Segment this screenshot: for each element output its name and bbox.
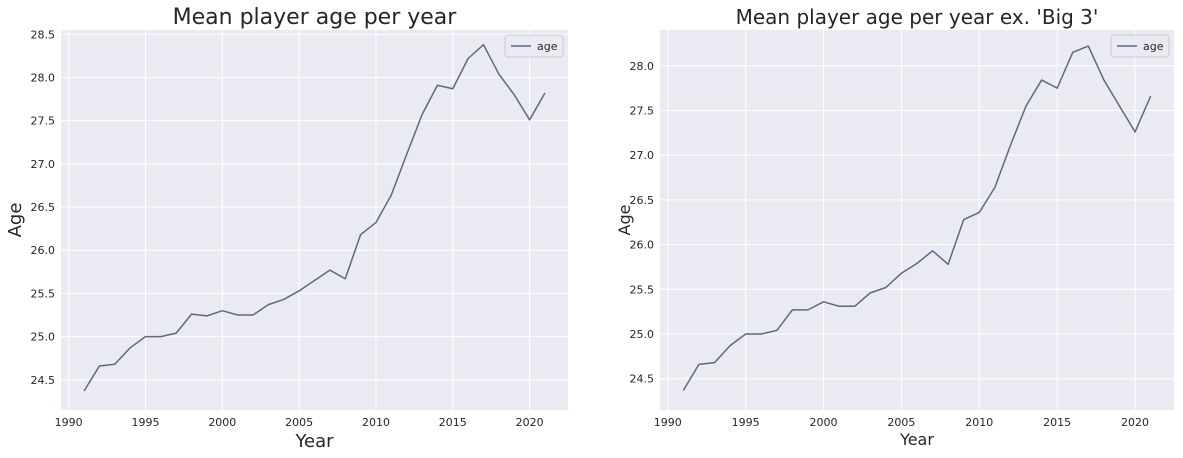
plot-area: [660, 30, 1174, 410]
legend: age: [504, 34, 564, 58]
x-axis-label: Year: [294, 431, 334, 452]
legend-label: age: [1143, 40, 1164, 53]
x-axis-label: Year: [899, 430, 934, 449]
x-tick-label: 1990: [55, 416, 83, 429]
legend: age: [1110, 34, 1170, 58]
x-tick-label: 1990: [654, 416, 682, 429]
chart-1: 24.5 25.0 25.5 26.0 26.5 27.0 27.5 28.0 28.5 1990…: [5, 5, 568, 452]
y-tick-label: 25.5: [31, 287, 56, 300]
x-tick-label: 2015: [439, 416, 467, 429]
x-tick-label: 2000: [810, 416, 838, 429]
series-line-age: [83, 43, 546, 392]
y-tick-label: 25.5: [630, 283, 655, 296]
y-tick-label: 25.0: [31, 331, 56, 344]
x-tick-label: 1995: [132, 416, 160, 429]
y-tick-label: 26.5: [31, 201, 56, 214]
x-tick-label: 2000: [208, 416, 236, 429]
y-tick-label: 24.5: [630, 373, 655, 386]
y-tick-label: 27.0: [31, 158, 56, 171]
y-tick-label: 25.0: [630, 328, 655, 341]
x-tick-label: 2020: [516, 416, 544, 429]
y-tick-label: 27.5: [630, 104, 655, 117]
x-tick-label: 2010: [965, 416, 993, 429]
y-axis-label: Age: [5, 203, 26, 238]
y-tick-label: 26.0: [31, 244, 56, 257]
legend-label: age: [537, 40, 558, 53]
y-tick-label: 28.0: [31, 72, 56, 85]
y-tick-label: 27.0: [630, 149, 655, 162]
y-tick-label: 28.5: [31, 28, 56, 41]
legend-box: [504, 34, 564, 58]
series-line-age: [682, 45, 1152, 391]
y-tick-label: 26.5: [630, 194, 655, 207]
x-tick-label: 2005: [887, 416, 915, 429]
y-tick-label: 27.5: [31, 115, 56, 128]
y-tick-label: 24.5: [31, 374, 56, 387]
legend-box: [1110, 34, 1170, 58]
chart-title: Mean player age per year: [173, 5, 458, 30]
plot-area: [61, 30, 568, 410]
y-axis-label: Age: [615, 205, 634, 236]
x-tick-label: 2020: [1121, 416, 1149, 429]
y-tick-label: 28.0: [630, 60, 655, 73]
x-tick-label: 1995: [732, 416, 760, 429]
y-tick-label: 26.0: [630, 239, 655, 252]
chart-title: Mean player age per year ex. 'Big 3': [736, 5, 1099, 29]
x-tick-label: 2015: [1043, 416, 1071, 429]
x-tick-label: 2010: [362, 416, 390, 429]
x-tick-label: 2005: [285, 416, 313, 429]
chart-2: 24.5 25.0 25.5 26.0 26.5 27.0 27.5 28.0 1990 1995…: [615, 5, 1174, 449]
